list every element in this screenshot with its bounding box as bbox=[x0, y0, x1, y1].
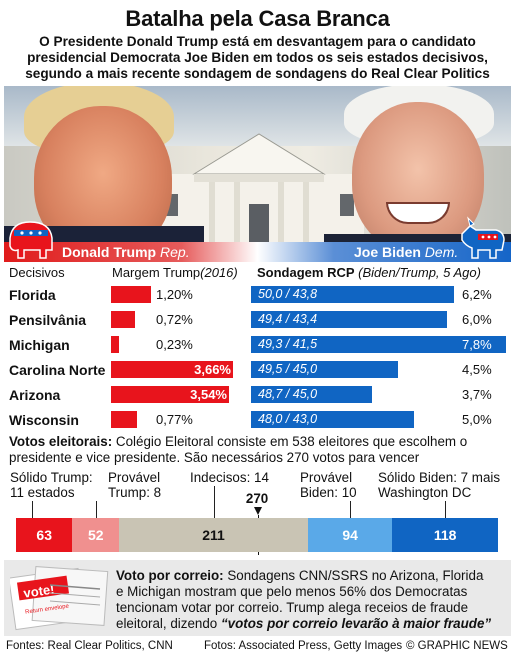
trump-name-label: Donald Trump Rep. bbox=[62, 244, 190, 260]
subtitle-line-1: O Presidente Donald Trump está em desvan… bbox=[39, 34, 476, 49]
biden-lead-bar bbox=[251, 411, 415, 428]
state-label: Wisconsin bbox=[9, 412, 79, 428]
biden-lead-bar bbox=[251, 386, 372, 403]
label-leader-line bbox=[95, 501, 97, 520]
trump-margin-bar bbox=[111, 336, 119, 353]
biden-portrait bbox=[352, 102, 484, 252]
trump-margin-value: 1,20% bbox=[156, 287, 193, 302]
footer-credit: © GRAPHIC NEWS bbox=[406, 640, 508, 652]
electoral-segment: 118 bbox=[392, 518, 498, 552]
col-header-states: Decisivos bbox=[9, 265, 65, 280]
poll-value: 49,4 / 43,4 bbox=[258, 312, 318, 326]
swing-states-chart: Florida 1,20% 50,0 / 43,8 6,2% Pensilvânia 0,… bbox=[0, 282, 515, 432]
trump-margin-bar bbox=[111, 361, 233, 378]
footer-photos: Fotos: Associated Press, Getty Images bbox=[204, 640, 403, 652]
threshold-marker bbox=[253, 507, 262, 515]
threshold-label: 270 bbox=[245, 491, 269, 506]
footer-sources: Fontes: Real Clear Politics, CNN bbox=[6, 640, 173, 652]
subtitle-line-2: presidencial Democrata Joe Biden em todo… bbox=[27, 50, 488, 65]
electoral-segment-label: Provável Biden: 10 bbox=[300, 470, 357, 500]
subtitle-line-3: segundo a mais recente sondagem de sonda… bbox=[25, 66, 490, 81]
poll-value: 49,3 / 41,5 bbox=[258, 337, 318, 351]
poll-value: 50,0 / 43,8 bbox=[258, 287, 318, 301]
label-leader-line bbox=[213, 486, 215, 520]
trump-margin-value: 3,54% bbox=[190, 387, 227, 402]
candidates-photo bbox=[4, 86, 511, 258]
biden-lead-value: 6,0% bbox=[462, 312, 492, 327]
trump-margin-value: 0,77% bbox=[156, 412, 193, 427]
biden-name-label: Joe Biden Dem. bbox=[354, 244, 459, 260]
col-header-poll: Sondagem RCP (Biden/Trump, 5 Ago) bbox=[257, 265, 481, 280]
electoral-text: Votos eleitorais: Colégio Eleitoral cons… bbox=[9, 434, 468, 465]
elephant-icon bbox=[9, 221, 53, 259]
label-leader-line bbox=[350, 501, 352, 520]
electoral-segment-label: Sólido Trump: 11 estados bbox=[10, 470, 93, 500]
biden-lead-bar bbox=[251, 311, 448, 328]
subtitle: O Presidente Donald Trump está em desvan… bbox=[6, 34, 509, 82]
electoral-segment-label: Provável Trump: 8 bbox=[108, 470, 162, 500]
label-leader-line bbox=[32, 501, 34, 520]
electoral-votes-bar: 63 52 211 94 118 bbox=[16, 518, 498, 552]
trump-margin-value: 3,66% bbox=[194, 362, 231, 377]
biden-lead-value: 4,5% bbox=[462, 362, 492, 377]
ballot-envelope-icon: vote! Return envelope bbox=[10, 566, 109, 631]
state-label: Pensilvânia bbox=[9, 312, 87, 328]
state-label: Carolina Norte bbox=[9, 362, 106, 378]
trump-margin-value: 0,72% bbox=[156, 312, 193, 327]
biden-lead-bar bbox=[251, 286, 454, 303]
trump-margin-bar bbox=[111, 411, 137, 428]
electoral-segment-label: Indecisos: 14 bbox=[190, 470, 269, 485]
electoral-segment-label: Sólido Biden: 7 mais Washington DC bbox=[378, 470, 501, 500]
mail-vote-text: Voto por correio: Sondagens CNN/SSRS no … bbox=[116, 568, 492, 631]
trump-margin-bar bbox=[111, 311, 135, 328]
poll-value: 48,7 / 45,0 bbox=[258, 387, 318, 401]
biden-lead-value: 3,7% bbox=[462, 387, 492, 402]
state-label: Arizona bbox=[9, 387, 61, 403]
state-label: Michigan bbox=[9, 337, 70, 353]
electoral-segment: 211 bbox=[119, 518, 309, 552]
ballot-label: vote! bbox=[22, 582, 55, 601]
candidate-name-band bbox=[4, 242, 511, 262]
page-title: Batalha pela Casa Branca bbox=[125, 6, 390, 31]
electoral-segment: 94 bbox=[308, 518, 393, 552]
poll-value: 48,0 / 43,0 bbox=[258, 412, 318, 426]
biden-lead-bar bbox=[251, 361, 399, 378]
label-leader-line bbox=[445, 501, 447, 520]
biden-lead-value: 5,0% bbox=[462, 412, 492, 427]
biden-lead-value: 7,8% bbox=[462, 337, 492, 352]
donkey-icon bbox=[461, 216, 505, 259]
state-label: Florida bbox=[9, 287, 56, 303]
col-header-margin: Margem Trump(2016) bbox=[112, 265, 238, 280]
poll-value: 49,5 / 45,0 bbox=[258, 362, 318, 376]
trump-margin-bar bbox=[111, 286, 151, 303]
biden-lead-value: 6,2% bbox=[462, 287, 492, 302]
electoral-segment: 52 bbox=[72, 518, 120, 552]
biden-lead-bar bbox=[251, 336, 506, 353]
electoral-segment: 63 bbox=[16, 518, 73, 552]
trump-margin-bar bbox=[111, 386, 229, 403]
trump-margin-value: 0,23% bbox=[156, 337, 193, 352]
